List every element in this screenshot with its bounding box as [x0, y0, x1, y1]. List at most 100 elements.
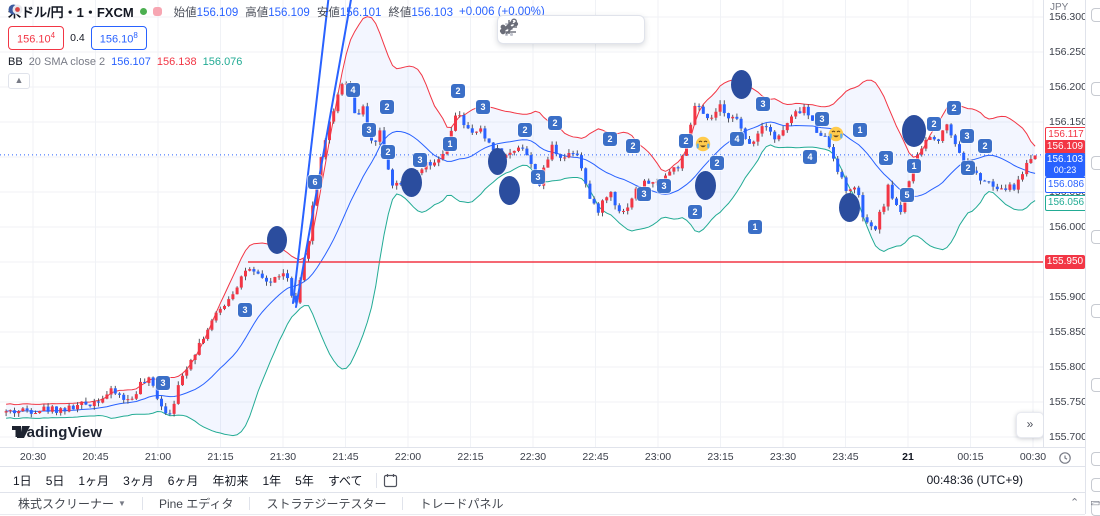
wave-badge[interactable]: 2 — [978, 139, 992, 153]
oval-annotation[interactable] — [267, 226, 287, 254]
sidebar-cut-icon[interactable] — [1091, 478, 1100, 492]
parallel-channel-tool-icon[interactable] — [499, 18, 614, 41]
session-clock[interactable]: 00:48:36 (UTC+9) — [926, 473, 1023, 487]
range-button[interactable]: 6ヶ月 — [167, 473, 199, 488]
wave-badge[interactable]: 5 — [900, 188, 914, 202]
wave-badge[interactable]: 6 — [308, 175, 322, 189]
wave-badge[interactable]: 4 — [730, 132, 744, 146]
disjoint-line-tool-icon[interactable] — [500, 18, 638, 41]
wave-badge[interactable]: 3 — [960, 129, 974, 143]
sidebar-cut-icon[interactable] — [1091, 230, 1100, 244]
timezone-settings-icon[interactable] — [1058, 451, 1072, 465]
wave-badge[interactable]: 3 — [637, 187, 651, 201]
wave-badge[interactable]: 3 — [362, 123, 376, 137]
oval-annotation[interactable] — [730, 69, 752, 99]
wave-badge[interactable]: 2 — [710, 156, 724, 170]
oval-annotation[interactable] — [487, 147, 507, 175]
wave-badge[interactable]: 2 — [603, 132, 617, 146]
panel-tab[interactable]: 株式スクリーナー ▼ — [18, 497, 126, 511]
range-button[interactable]: 年初来 — [212, 473, 249, 488]
wave-badge[interactable]: 2 — [518, 123, 532, 137]
wave-badge[interactable]: 2 — [961, 161, 975, 175]
sidebar-cut-icon[interactable] — [1091, 82, 1100, 96]
range-button[interactable]: 5日 — [45, 473, 65, 488]
wave-badge[interactable]: 2 — [548, 116, 562, 130]
sidebar-cut-icon[interactable] — [1091, 378, 1100, 392]
wave-badge[interactable]: 2 — [451, 84, 465, 98]
legend-collapse-button[interactable]: ▲ — [8, 72, 30, 89]
wave-badge[interactable]: 2 — [381, 145, 395, 159]
chart-pane[interactable]: 米ドル/円・1・FXCM 始値156.109 高値156.109 安値156.1… — [0, 0, 1043, 447]
panel-tab[interactable]: Pine エディタ — [158, 497, 234, 511]
price-axis[interactable]: JPY 156.300156.250156.200156.150156.1001… — [1043, 0, 1087, 447]
wave-badge[interactable]: 1 — [443, 137, 457, 151]
maximize-panel-icon[interactable]: ▭ — [1090, 497, 1100, 509]
wave-badge[interactable]: 3 — [156, 376, 170, 390]
wave-badge[interactable]: 2 — [927, 117, 941, 131]
wave-badge[interactable]: 2 — [380, 100, 394, 114]
close-value: 156.103 — [411, 6, 453, 19]
time-axis[interactable]: 20:30 20:45 21:00 21:15 21:30 21:45 22:00 22:15… — [0, 447, 1085, 467]
wave-badge[interactable]: 3 — [238, 303, 252, 317]
sell-button[interactable]: 156.104 — [8, 26, 65, 50]
wave-badge[interactable]: 2 — [679, 134, 693, 148]
time-label: 21:15 — [207, 451, 234, 463]
range-button[interactable]: すべて — [327, 473, 363, 488]
watermark: TradingView — [12, 424, 102, 441]
buy-button[interactable]: 156.108 — [90, 26, 147, 50]
wave-badge[interactable]: 4 — [803, 150, 817, 164]
time-label: 00:30 — [1019, 451, 1047, 463]
chart-canvas[interactable] — [0, 0, 1043, 447]
indicator-legend[interactable]: BB 20 SMA close 2 156.107 156.138 156.07… — [8, 55, 243, 68]
scroll-right-button[interactable]: » — [1016, 412, 1043, 438]
emoji-joy-icon[interactable] — [828, 126, 844, 142]
range-button[interactable]: 5年 — [295, 473, 314, 488]
wave-badge[interactable]: 1 — [907, 159, 921, 173]
range-button[interactable]: 1日 — [13, 473, 32, 488]
time-label: 22:30 — [519, 451, 547, 463]
currency-label[interactable]: JPY — [1050, 2, 1069, 13]
range-button[interactable]: 1年 — [262, 473, 282, 488]
notification-icon[interactable] — [152, 7, 162, 16]
wave-badge[interactable]: 1 — [748, 220, 762, 234]
wave-badge[interactable]: 1 — [853, 123, 867, 137]
wave-badge[interactable]: 3 — [657, 179, 671, 193]
sidebar-cut-icon[interactable] — [1091, 304, 1100, 318]
panel-tab[interactable]: トレードパネル — [419, 497, 504, 511]
wave-badge[interactable]: 4 — [346, 83, 360, 97]
sidebar-cut-icon[interactable] — [1091, 8, 1100, 22]
sidebar-cut-icon[interactable] — [1091, 452, 1100, 466]
emoji-sob-icon[interactable] — [695, 136, 711, 152]
time-label: 23:30 — [769, 451, 797, 463]
wave-badge[interactable]: 2 — [688, 205, 702, 219]
right-sidebar-rail[interactable] — [1085, 0, 1100, 516]
range-button[interactable]: 3ヶ月 — [123, 473, 154, 488]
wave-badge[interactable]: 2 — [626, 139, 640, 153]
wave-badge[interactable]: 2 — [947, 101, 961, 115]
calendar-icon[interactable] — [383, 473, 398, 488]
wave-badge[interactable]: 3 — [413, 153, 427, 167]
oval-annotation[interactable] — [838, 192, 860, 222]
wave-badge[interactable]: 3 — [476, 100, 490, 114]
wave-badge[interactable]: 3 — [815, 112, 829, 126]
sidebar-cut-icon[interactable] — [1091, 156, 1100, 170]
oval-annotation[interactable] — [498, 175, 520, 205]
trend-angle-tool-icon[interactable] — [500, 18, 590, 41]
oval-annotation[interactable] — [694, 170, 716, 200]
panel-tabs-bar: 株式スクリーナー ▼ Pine エディタ ストラテジーテスター トレードパネル — [0, 492, 1085, 515]
wave-badge[interactable]: 3 — [879, 151, 893, 165]
wave-badge[interactable]: 3 — [756, 97, 770, 111]
price-tag: 156.103 00:23 — [1045, 153, 1085, 177]
price-tag: 156.086 — [1045, 177, 1087, 193]
symbol-title[interactable]: 米ドル/円・1・FXCM — [8, 5, 134, 20]
panel-tab[interactable]: ストラテジーテスター — [266, 497, 387, 511]
oval-annotation[interactable] — [400, 167, 422, 197]
horizontal-ray-tool-icon[interactable] — [500, 18, 542, 41]
chart-legend: 米ドル/円・1・FXCM 始値156.109 高値156.109 安値156.1… — [8, 2, 545, 89]
wave-badge[interactable]: 3 — [531, 170, 545, 184]
drawing-toolbar[interactable] — [497, 15, 645, 44]
oval-annotation[interactable] — [902, 115, 926, 147]
vertical-line-tool-icon[interactable] — [506, 18, 566, 41]
range-button[interactable]: 1ヶ月 — [78, 473, 110, 488]
panel-collapse-icon[interactable]: ⌃ — [1070, 497, 1080, 509]
